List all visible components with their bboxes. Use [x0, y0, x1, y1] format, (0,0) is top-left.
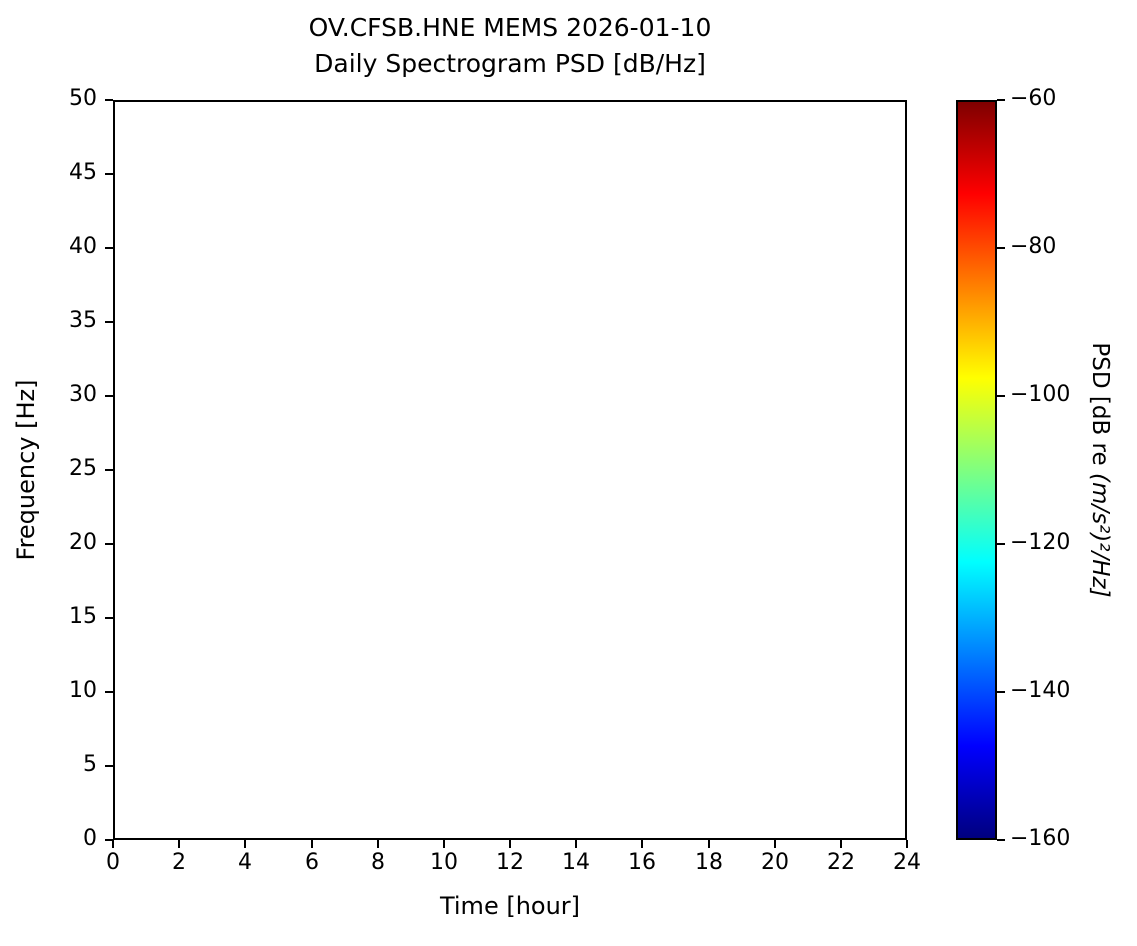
x-tick-label: 2: [172, 850, 186, 875]
colorbar-tick-label: −60: [1010, 86, 1057, 111]
colorbar-tick-mark: [997, 543, 1005, 545]
colorbar-label-units: (m/s²)²/Hz]: [1087, 472, 1113, 598]
x-tick-label: 4: [238, 850, 252, 875]
colorbar-gradient: [956, 100, 997, 840]
y-tick-label: 20: [69, 530, 97, 555]
y-axis-label: Frequency [Hz]: [12, 379, 40, 561]
x-tick-mark: [774, 840, 776, 848]
y-tick-label: 10: [69, 678, 97, 703]
x-axis-label: Time [hour]: [439, 892, 581, 920]
y-tick-mark: [105, 173, 113, 175]
x-tick-label: 14: [562, 850, 590, 875]
x-tick-label: 10: [430, 850, 458, 875]
colorbar-tick-mark: [997, 247, 1005, 249]
colorbar-tick-mark: [997, 839, 1005, 841]
x-tick-mark: [443, 840, 445, 848]
y-tick-mark: [105, 765, 113, 767]
y-tick-mark: [105, 247, 113, 249]
y-tick-mark: [105, 469, 113, 471]
y-tick-mark: [105, 395, 113, 397]
x-tick-label: 8: [371, 850, 385, 875]
x-tick-mark: [906, 840, 908, 848]
x-tick-label: 6: [305, 850, 319, 875]
x-tick-mark: [509, 840, 511, 848]
y-tick-mark: [105, 839, 113, 841]
colorbar-tick-mark: [997, 395, 1005, 397]
x-tick-mark: [112, 840, 114, 848]
colorbar-tick-mark: [997, 99, 1005, 101]
chart-subtitle: Daily Spectrogram PSD [dB/Hz]: [314, 49, 706, 78]
y-tick-mark: [105, 99, 113, 101]
x-tick-label: 22: [827, 850, 855, 875]
y-tick-label: 30: [69, 382, 97, 407]
y-tick-label: 40: [69, 234, 97, 259]
colorbar-tick-label: −160: [1010, 826, 1071, 851]
y-tick-label: 35: [69, 308, 97, 333]
y-tick-mark: [105, 321, 113, 323]
colorbar-label-prefix: PSD [dB re: [1087, 342, 1113, 473]
y-tick-mark: [105, 691, 113, 693]
plot-area: [113, 100, 907, 840]
y-tick-label: 0: [83, 826, 97, 851]
x-tick-mark: [708, 840, 710, 848]
x-tick-label: 24: [893, 850, 921, 875]
x-tick-mark: [377, 840, 379, 848]
colorbar-tick-label: −100: [1010, 382, 1071, 407]
x-tick-mark: [840, 840, 842, 848]
y-tick-label: 25: [69, 456, 97, 481]
chart-title-block: OV.CFSB.HNE MEMS 2026-01-10 Daily Spectr…: [113, 10, 907, 82]
x-tick-label: 0: [106, 850, 120, 875]
x-tick-mark: [641, 840, 643, 848]
y-tick-label: 50: [69, 86, 97, 111]
x-tick-mark: [178, 840, 180, 848]
x-tick-mark: [244, 840, 246, 848]
y-tick-label: 5: [83, 752, 97, 777]
y-tick-label: 45: [69, 160, 97, 185]
colorbar-tick-mark: [997, 691, 1005, 693]
colorbar-tick-label: −80: [1010, 234, 1057, 259]
y-tick-label: 15: [69, 604, 97, 629]
x-tick-label: 20: [761, 850, 789, 875]
x-tick-label: 12: [496, 850, 524, 875]
chart-title: OV.CFSB.HNE MEMS 2026-01-10: [308, 13, 712, 42]
colorbar-tick-label: −140: [1010, 678, 1071, 703]
x-tick-mark: [575, 840, 577, 848]
colorbar-axis-label: PSD [dB re (m/s²)²/Hz]: [1087, 342, 1113, 597]
y-tick-mark: [105, 617, 113, 619]
y-tick-mark: [105, 543, 113, 545]
colorbar-tick-label: −120: [1010, 530, 1071, 555]
x-tick-mark: [311, 840, 313, 848]
x-tick-label: 16: [628, 850, 656, 875]
x-tick-label: 18: [695, 850, 723, 875]
